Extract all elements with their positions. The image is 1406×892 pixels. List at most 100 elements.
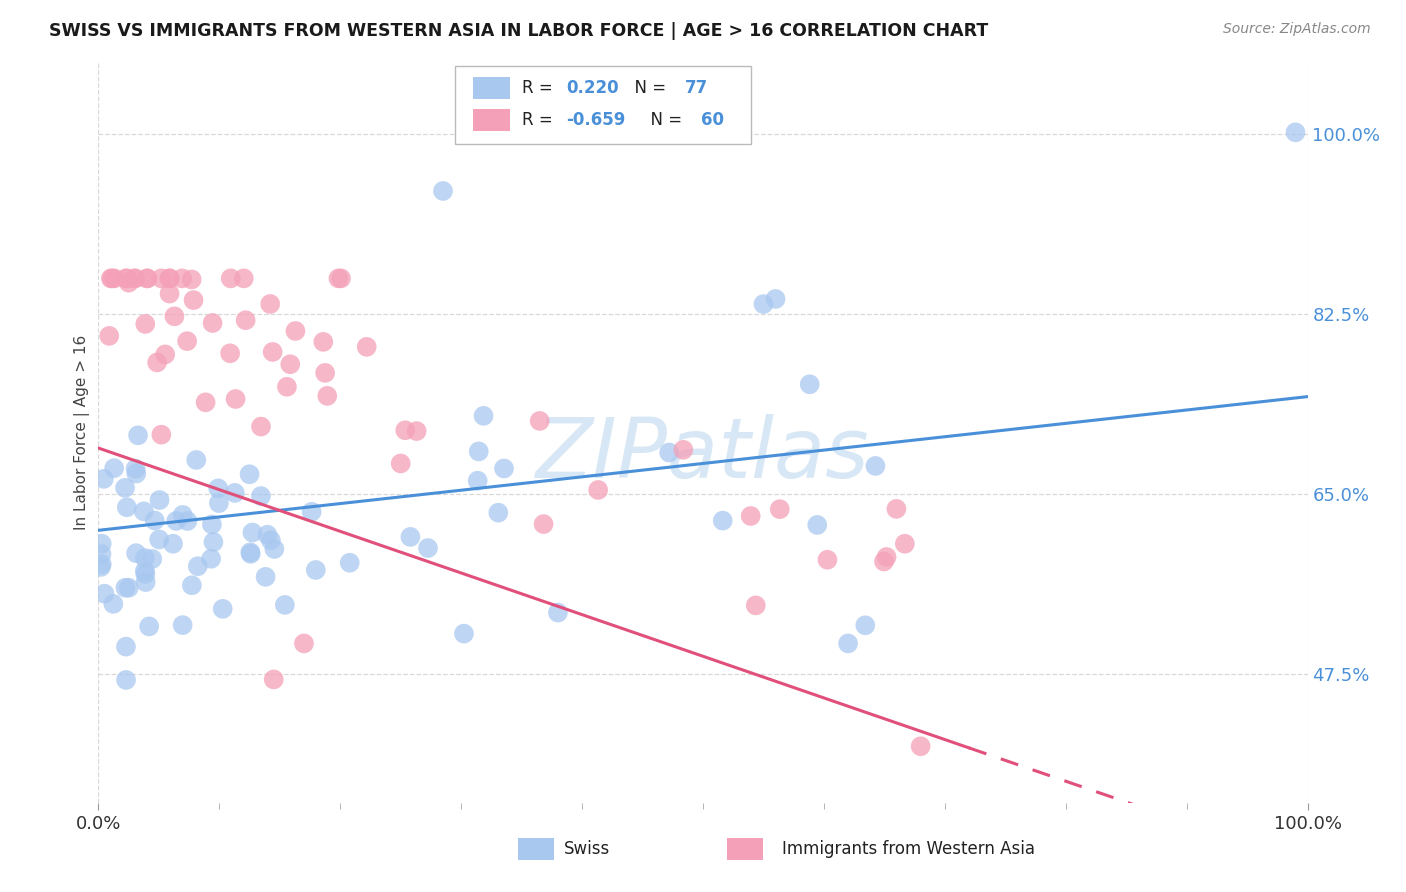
Point: [399, 530, 422, 544]
Point: [894, 537, 917, 551]
Point: [90, 557, 112, 571]
Point: [176, 514, 198, 528]
Point: [201, 517, 224, 532]
Point: [125, 546, 148, 560]
Point: [740, 508, 762, 523]
Point: [124, 271, 146, 285]
Point: [394, 423, 416, 437]
Point: [134, 564, 156, 578]
Point: [100, 271, 122, 285]
Point: [242, 525, 264, 540]
Point: [292, 636, 315, 650]
Point: [453, 626, 475, 640]
Point: [103, 271, 125, 285]
Point: [135, 271, 157, 285]
Point: [93, 472, 115, 486]
Point: [910, 739, 932, 754]
Point: [886, 501, 908, 516]
Point: [201, 316, 224, 330]
Point: [157, 271, 180, 285]
Point: [305, 563, 328, 577]
Point: [529, 414, 551, 428]
Point: [239, 545, 262, 559]
Point: [150, 271, 173, 285]
Text: R =: R =: [522, 79, 558, 97]
Point: [194, 395, 217, 409]
Point: [432, 184, 454, 198]
Point: [263, 673, 285, 687]
Point: [146, 355, 169, 369]
Point: [165, 514, 187, 528]
Point: [135, 575, 157, 590]
Point: [262, 345, 284, 359]
Point: [416, 541, 439, 555]
Point: [260, 533, 283, 548]
Point: [148, 533, 170, 547]
Point: [180, 272, 202, 286]
Point: [207, 482, 229, 496]
Point: [239, 547, 262, 561]
Point: [143, 513, 166, 527]
Point: [115, 640, 138, 654]
Point: [405, 424, 427, 438]
Point: [159, 271, 181, 285]
Point: [224, 486, 246, 500]
Point: [172, 271, 194, 285]
Point: [159, 286, 181, 301]
Point: [118, 276, 141, 290]
Text: 60: 60: [700, 112, 724, 129]
Point: [745, 599, 768, 613]
Point: [103, 461, 125, 475]
Point: [316, 389, 339, 403]
FancyBboxPatch shape: [474, 109, 509, 131]
Point: [90, 537, 112, 551]
Text: N =: N =: [624, 79, 672, 97]
Point: [136, 271, 159, 285]
Point: [547, 606, 569, 620]
Point: [301, 505, 323, 519]
Text: Source: ZipAtlas.com: Source: ZipAtlas.com: [1223, 22, 1371, 37]
Point: [250, 489, 273, 503]
Point: [765, 292, 787, 306]
Point: [492, 461, 515, 475]
Point: [90, 547, 112, 561]
Point: [114, 481, 136, 495]
Point: [211, 602, 233, 616]
Point: [837, 636, 859, 650]
Point: [769, 502, 792, 516]
Point: [876, 549, 898, 564]
Point: [93, 587, 115, 601]
Point: [134, 317, 156, 331]
Point: [817, 553, 839, 567]
FancyBboxPatch shape: [517, 838, 554, 860]
Point: [1284, 125, 1306, 139]
Point: [98, 329, 121, 343]
Point: [225, 392, 247, 406]
Y-axis label: In Labor Force | Age > 16: In Labor Force | Age > 16: [75, 335, 90, 530]
Point: [254, 570, 277, 584]
Point: [330, 271, 353, 285]
FancyBboxPatch shape: [456, 66, 751, 144]
Point: [256, 527, 278, 541]
Point: [134, 551, 156, 566]
Point: [148, 493, 170, 508]
Point: [176, 334, 198, 348]
Point: [118, 581, 141, 595]
Point: [187, 559, 209, 574]
Point: [533, 517, 555, 532]
Point: [101, 271, 124, 285]
Point: [219, 271, 242, 285]
Point: [467, 474, 489, 488]
Point: [278, 357, 301, 371]
Point: [873, 554, 896, 568]
Text: Swiss: Swiss: [564, 839, 610, 858]
Text: SWISS VS IMMIGRANTS FROM WESTERN ASIA IN LABOR FORCE | AGE > 16 CORRELATION CHAR: SWISS VS IMMIGRANTS FROM WESTERN ASIA IN…: [49, 22, 988, 40]
Point: [259, 297, 281, 311]
Point: [150, 427, 173, 442]
Point: [312, 334, 335, 349]
Point: [284, 324, 307, 338]
Point: [232, 271, 254, 285]
Point: [172, 618, 194, 632]
Point: [115, 673, 138, 687]
Point: [115, 271, 138, 285]
